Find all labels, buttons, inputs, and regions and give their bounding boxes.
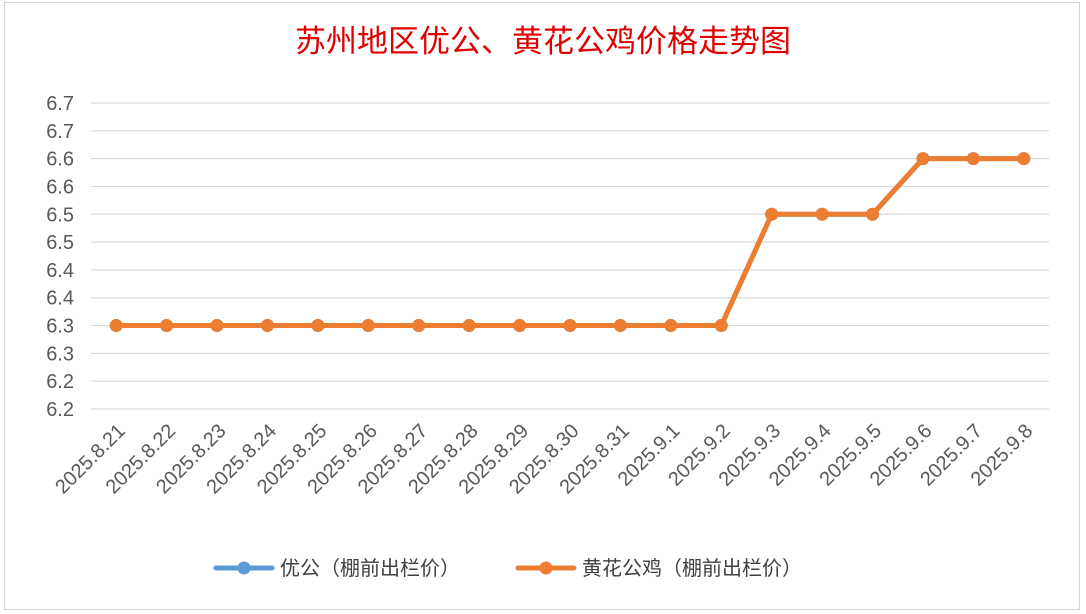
data-point — [563, 319, 577, 333]
data-point — [916, 152, 930, 166]
legend-item: 黄花公鸡（棚前出栏价） — [515, 556, 802, 580]
data-point — [765, 207, 779, 221]
y-tick-label: 6.7 — [46, 121, 74, 143]
x-axis-ticks: 2025.8.212025.8.222025.8.232025.8.242025… — [51, 420, 1037, 498]
legend-swatch-marker — [539, 561, 553, 575]
data-point — [1017, 152, 1031, 166]
legend-item: 优公（棚前出栏价） — [213, 556, 460, 580]
data-point — [210, 319, 224, 333]
data-point — [613, 319, 627, 333]
y-tick-label: 6.4 — [46, 288, 74, 310]
grid-lines — [91, 102, 1049, 410]
y-axis-ticks: 6.2 6.2 6.3 6.3 6.4 6.4 6.5 6.5 6.6 6.6 6.7 6.7 — [46, 93, 74, 421]
y-tick-label: 6.7 — [46, 93, 74, 115]
y-tick-label: 6.5 — [46, 204, 74, 226]
data-point — [664, 319, 678, 333]
data-point — [513, 319, 527, 333]
y-tick-label: 6.2 — [46, 399, 74, 421]
series-2 — [109, 152, 1031, 333]
y-tick-label: 6.6 — [46, 149, 74, 171]
y-tick-label: 6.3 — [46, 343, 74, 365]
data-point — [966, 152, 980, 166]
y-tick-label: 6.2 — [46, 371, 74, 393]
data-point — [260, 319, 274, 333]
y-tick-label: 6.4 — [46, 260, 74, 282]
data-point — [714, 319, 728, 333]
chart-title: 苏州地区优公、黄花公鸡价格走势图 — [295, 24, 791, 60]
series-lines — [109, 152, 1031, 333]
data-point — [866, 207, 880, 221]
legend-label: 优公（棚前出栏价） — [280, 556, 460, 580]
data-point — [311, 319, 325, 333]
data-point — [815, 207, 829, 221]
data-point — [462, 319, 476, 333]
legend-swatch-marker — [237, 561, 251, 575]
data-point — [160, 319, 174, 333]
data-point — [109, 319, 123, 333]
legend: 优公（棚前出栏价） 黄花公鸡（棚前出栏价） — [213, 556, 802, 580]
y-tick-label: 6.3 — [46, 316, 74, 338]
data-point — [412, 319, 426, 333]
y-tick-label: 6.5 — [46, 232, 74, 254]
data-point — [361, 319, 375, 333]
legend-label: 黄花公鸡（棚前出栏价） — [582, 556, 802, 580]
y-tick-label: 6.6 — [46, 176, 74, 198]
